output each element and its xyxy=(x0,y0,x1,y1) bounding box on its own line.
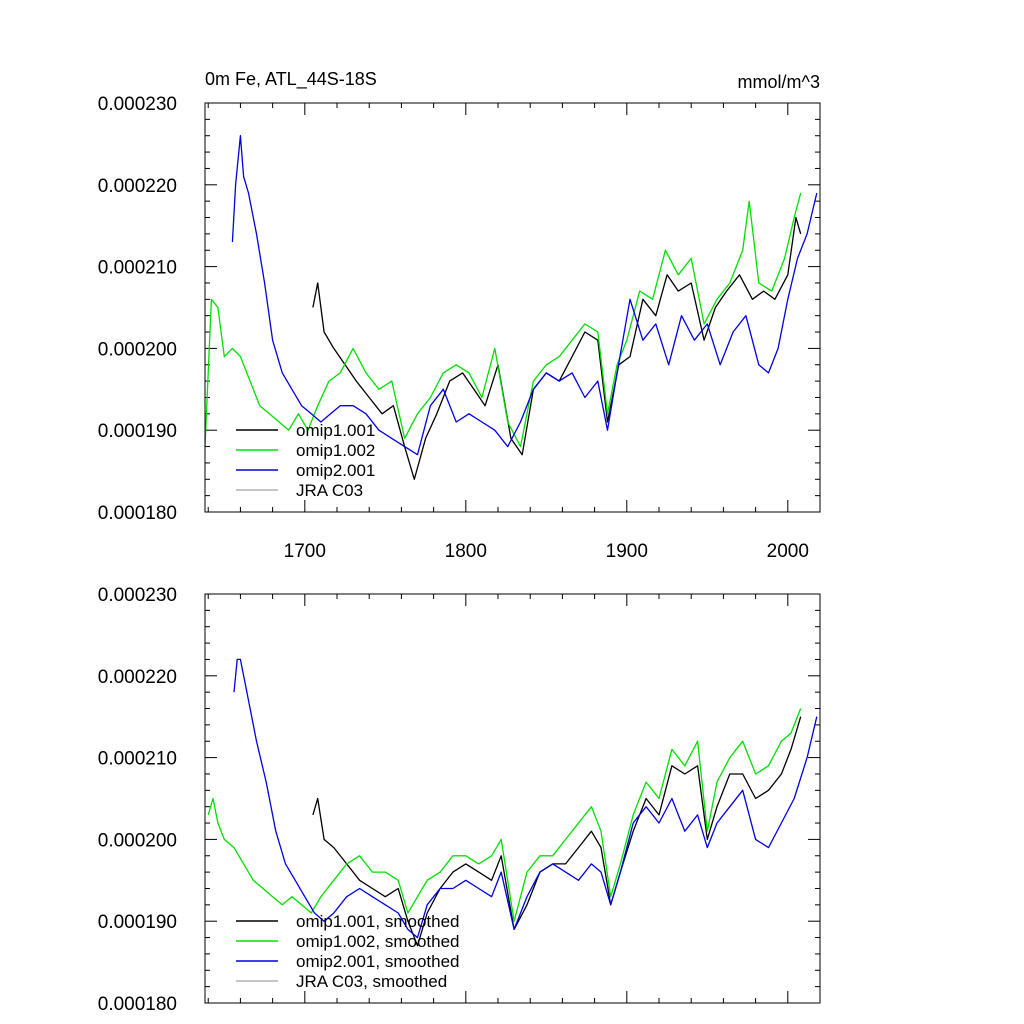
y-tick-label: 0.000220 xyxy=(98,176,177,197)
y-tick-label: 0.000230 xyxy=(98,585,177,606)
top-panel-units: mmol/m^3 xyxy=(738,72,820,92)
top-panel-series xyxy=(204,135,818,480)
top-panel-title: 0m Fe, ATL_44S-18S xyxy=(205,69,377,90)
y-tick-label: 0.000210 xyxy=(98,258,177,279)
series-line-omip2-001-smoothed xyxy=(233,658,818,939)
bottom-panel-frame xyxy=(204,593,821,1004)
legend-label: omip1.001, smoothed xyxy=(296,912,460,931)
top-panel-axes: 1700 1800 1900 2000 0.000180 0.000190 0.000200… xyxy=(98,94,821,562)
series-line-omip2-001 xyxy=(231,135,818,456)
y-tick-label: 0.000220 xyxy=(98,667,177,688)
legend-label: omip1.002 xyxy=(296,441,375,460)
legend-label: omip1.001 xyxy=(296,421,375,440)
bottom-panel: 0.000180 0.000190 0.000200 0.000210 0.000220… xyxy=(98,585,821,1015)
y-tick-label: 0.000190 xyxy=(98,421,177,442)
legend-label: JRA C03, smoothed xyxy=(296,972,447,991)
legend-label: omip2.001 xyxy=(296,461,375,480)
y-tick-label: 0.000230 xyxy=(98,94,177,115)
x-tick-label: 1700 xyxy=(284,541,326,562)
y-tick-label: 0.000180 xyxy=(98,503,177,524)
y-tick-label: 0.000180 xyxy=(98,994,177,1015)
x-tick-label: 1900 xyxy=(606,541,648,562)
x-tick-label: 1800 xyxy=(445,541,487,562)
legend-label: JRA C03 xyxy=(296,481,363,500)
y-tick-label: 0.000190 xyxy=(98,912,177,933)
top-panel-frame xyxy=(204,102,821,513)
y-tick-label: 0.000200 xyxy=(98,339,177,360)
series-line-omip1-002-smoothed xyxy=(207,708,802,922)
bottom-panel-axes: 0.000180 0.000190 0.000200 0.000210 0.000220… xyxy=(98,585,821,1015)
top-panel: 0m Fe, ATL_44S-18S mmol/m^3 1700 1800 1900… xyxy=(98,69,821,562)
series-line-omip1-002 xyxy=(204,192,802,448)
bottom-panel-series xyxy=(207,658,818,947)
series-line-omip1-001 xyxy=(312,216,802,480)
y-tick-label: 0.000200 xyxy=(98,830,177,851)
legend-label: omip2.001, smoothed xyxy=(296,952,460,971)
x-tick-label: 2000 xyxy=(767,541,809,562)
y-tick-label: 0.000210 xyxy=(98,749,177,770)
legend-label: omip1.002, smoothed xyxy=(296,932,460,951)
